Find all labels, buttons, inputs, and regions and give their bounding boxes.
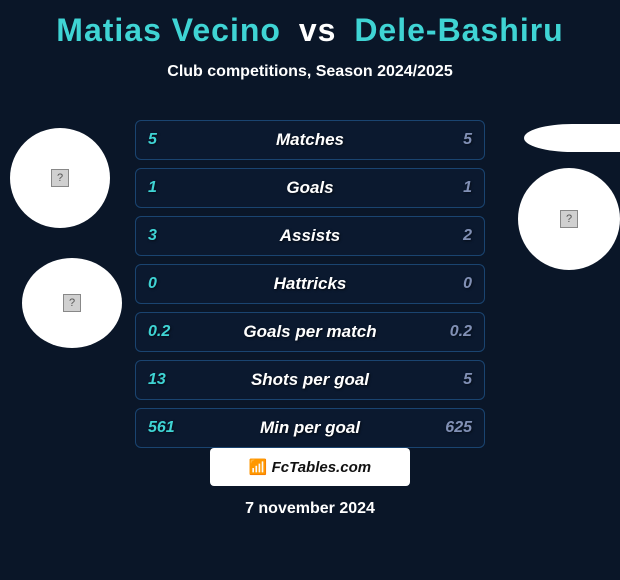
stat-left-value: 3 (148, 227, 188, 245)
subtitle-text: Club competitions, Season 2024/2025 (0, 63, 620, 81)
footer-date: 7 november 2024 (0, 500, 620, 518)
stat-label: Goals (188, 178, 432, 198)
stat-left-value: 0.2 (148, 323, 188, 341)
stat-left-value: 561 (148, 419, 188, 437)
placeholder-icon: ? (560, 210, 578, 228)
stat-right-value: 1 (432, 179, 472, 197)
vs-text: vs (299, 12, 337, 48)
branding-text: FcTables.com (272, 459, 371, 476)
stat-row: 1 Goals 1 (135, 168, 485, 208)
stat-right-value: 5 (432, 371, 472, 389)
stat-left-value: 0 (148, 275, 188, 293)
stat-label: Matches (188, 130, 432, 150)
stat-row: 3 Assists 2 (135, 216, 485, 256)
stat-left-value: 1 (148, 179, 188, 197)
player2-top-ellipse (524, 124, 620, 152)
stat-label: Assists (188, 226, 432, 246)
player2-avatar-circle: ? (518, 168, 620, 270)
player1-avatar-circle: ? (10, 128, 110, 228)
player1-name: Matias Vecino (56, 12, 281, 48)
stat-right-value: 0 (432, 275, 472, 293)
branding-badge: 📶 FcTables.com (210, 448, 410, 486)
stat-left-value: 13 (148, 371, 188, 389)
stat-right-value: 2 (432, 227, 472, 245)
chart-icon: 📶 (249, 458, 268, 476)
stat-label: Shots per goal (188, 370, 432, 390)
player2-name: Dele-Bashiru (354, 12, 563, 48)
placeholder-icon: ? (51, 169, 69, 187)
stat-row: 0.2 Goals per match 0.2 (135, 312, 485, 352)
stat-label: Min per goal (188, 418, 432, 438)
player1-team-circle: ? (22, 258, 122, 348)
stat-row: 5 Matches 5 (135, 120, 485, 160)
placeholder-icon: ? (63, 294, 81, 312)
stat-row: 561 Min per goal 625 (135, 408, 485, 448)
comparison-title: Matias Vecino vs Dele-Bashiru (0, 0, 620, 49)
stat-label: Hattricks (188, 274, 432, 294)
stat-row: 0 Hattricks 0 (135, 264, 485, 304)
stat-left-value: 5 (148, 131, 188, 149)
stat-label: Goals per match (188, 322, 432, 342)
stat-right-value: 0.2 (432, 323, 472, 341)
stats-container: 5 Matches 5 1 Goals 1 3 Assists 2 0 Hatt… (135, 120, 485, 456)
stat-right-value: 5 (432, 131, 472, 149)
stat-right-value: 625 (432, 419, 472, 437)
stat-row: 13 Shots per goal 5 (135, 360, 485, 400)
